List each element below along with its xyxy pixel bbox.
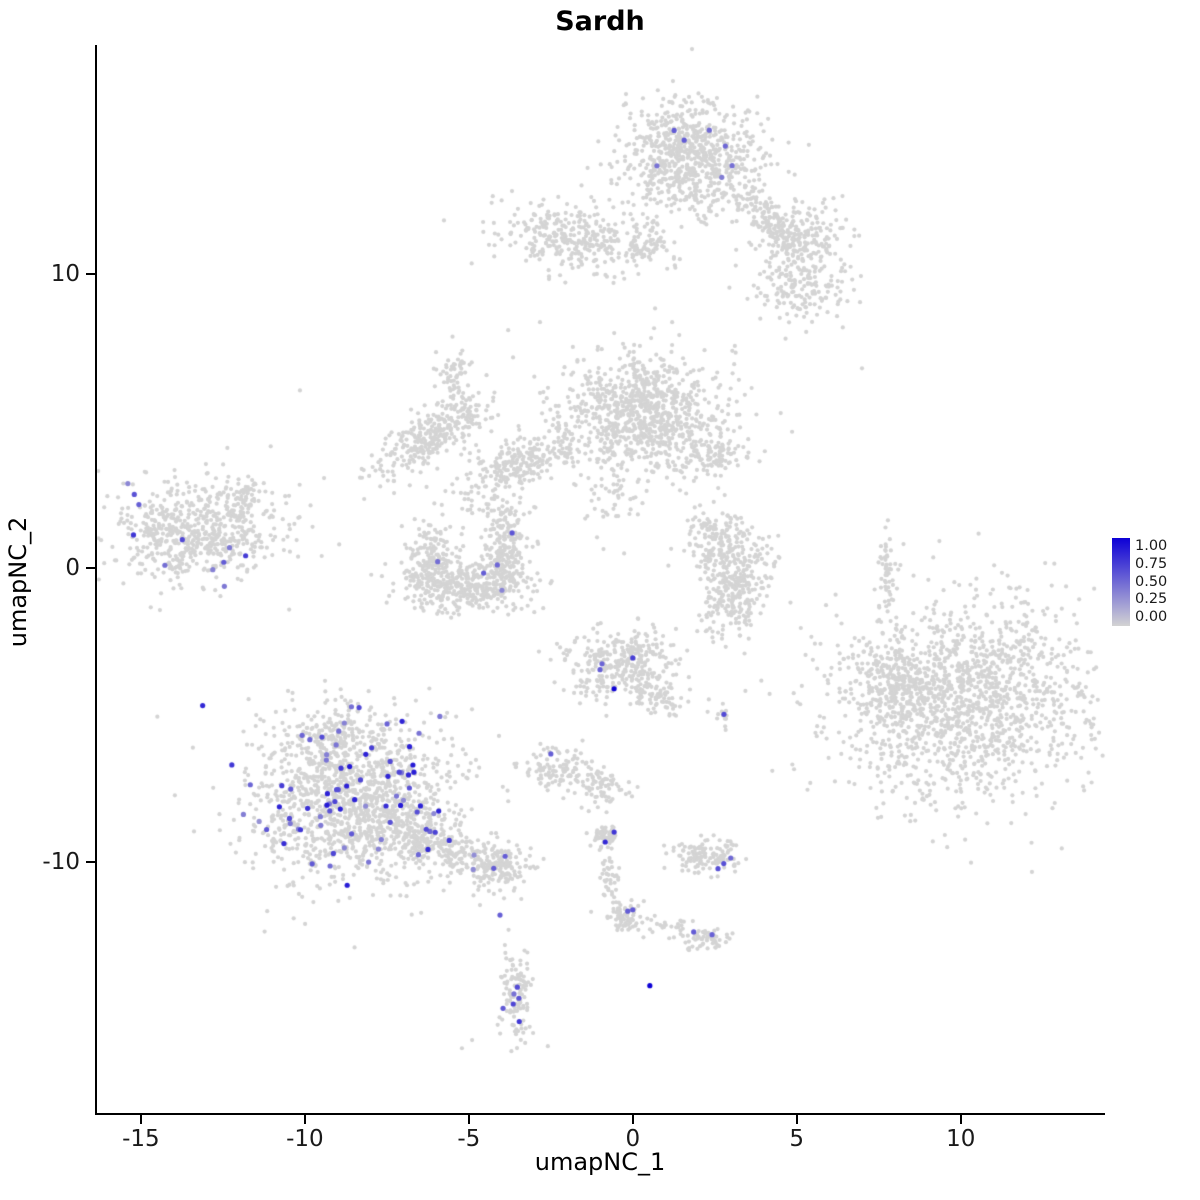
y-tick-label: 10: [50, 261, 80, 288]
x-tick-label: -10: [286, 1126, 324, 1152]
legend-tick-labels: 1.00 0.75 0.50 0.25 0.00: [1135, 538, 1167, 626]
legend-gradient-bar: [1112, 538, 1130, 626]
y-tick-mark: [86, 567, 95, 570]
x-tick-mark: [959, 1115, 962, 1124]
y-tick-mark: [86, 273, 95, 276]
x-tick-mark: [631, 1115, 634, 1124]
legend-tick-label: 0.00: [1135, 609, 1168, 625]
x-tick-label: 5: [789, 1126, 805, 1152]
x-tick-label: 10: [946, 1126, 976, 1152]
legend: 1.00 0.75 0.50 0.25 0.00: [1112, 538, 1167, 626]
y-axis-label: umapNC_2: [4, 516, 32, 648]
x-tick-label: 0: [625, 1126, 641, 1152]
x-tick-mark: [795, 1115, 798, 1124]
legend-tick-label: 0.50: [1135, 573, 1168, 590]
x-tick-mark: [467, 1115, 470, 1124]
x-tick-label: -15: [122, 1126, 160, 1152]
y-tick-label: -10: [42, 849, 80, 876]
legend-tick-label: 0.25: [1135, 591, 1168, 608]
legend-tick-label: 0.75: [1135, 555, 1168, 572]
x-tick-mark: [139, 1115, 142, 1124]
y-tick-label: 0: [65, 555, 80, 582]
x-tick-label: -5: [457, 1126, 481, 1152]
x-tick-mark: [303, 1115, 306, 1124]
y-tick-mark: [86, 861, 95, 864]
x-axis-label: umapNC_1: [534, 1148, 666, 1176]
legend-tick-label: 1.00: [1135, 538, 1168, 554]
